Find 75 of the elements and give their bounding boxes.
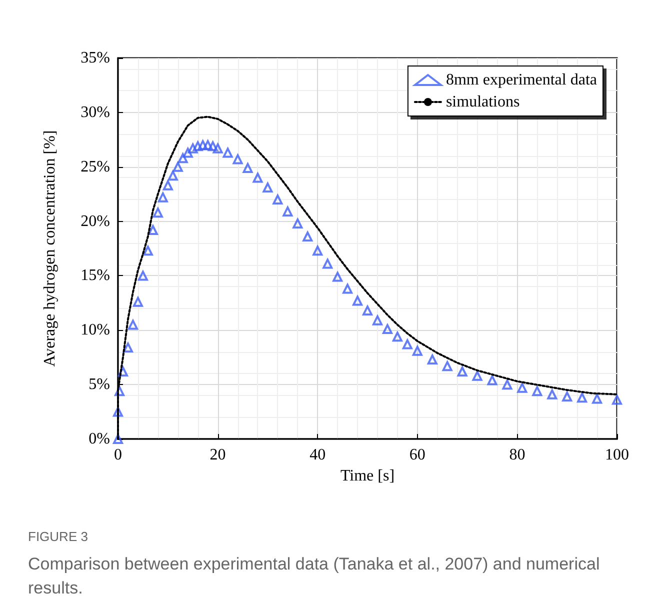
caption: FIGURE 3 <box>28 529 88 544</box>
point <box>532 386 542 396</box>
point <box>162 180 173 190</box>
point <box>547 389 558 400</box>
x-tick-label: 40 <box>310 446 326 464</box>
point <box>172 162 183 172</box>
point <box>382 324 392 334</box>
point <box>222 148 233 158</box>
point <box>302 232 313 242</box>
point <box>392 332 402 342</box>
point <box>128 320 138 330</box>
x-tick-label: 80 <box>509 446 526 464</box>
legend-label: simulations <box>446 94 520 110</box>
point <box>252 172 263 183</box>
point <box>472 370 482 381</box>
point <box>122 342 133 353</box>
point <box>182 148 193 158</box>
point <box>372 315 382 326</box>
y-tick-label: 0% <box>88 430 110 448</box>
y-tick-label: 25% <box>80 158 110 176</box>
point <box>142 246 153 256</box>
point <box>202 140 213 150</box>
point <box>577 392 588 403</box>
point <box>352 296 363 306</box>
point <box>487 375 498 386</box>
point <box>272 194 283 205</box>
y-tick-label: 35% <box>80 50 110 66</box>
y-tick-label: 20% <box>80 212 110 230</box>
point <box>114 386 124 396</box>
point <box>457 366 468 377</box>
point <box>232 154 243 164</box>
point <box>168 170 178 181</box>
point <box>517 382 528 393</box>
y-tick-label: 15% <box>80 267 110 284</box>
point <box>158 192 168 202</box>
x-tick-label: 100 <box>605 446 629 464</box>
point <box>208 141 218 152</box>
x-tick-label: 20 <box>210 446 226 464</box>
point <box>262 182 273 193</box>
point <box>502 380 512 390</box>
point <box>212 143 223 154</box>
point <box>138 270 148 281</box>
y-tick-label: 30% <box>80 104 110 121</box>
text: Comparison between experimental data (Tanaka et al., 2007) and numerical results. <box>28 554 604 598</box>
point <box>192 141 203 152</box>
point <box>198 140 208 150</box>
y-tick-label: 5% <box>88 376 110 394</box>
point <box>312 246 323 256</box>
point <box>118 366 128 377</box>
point <box>322 258 333 269</box>
point <box>562 392 572 402</box>
point <box>292 218 303 228</box>
point <box>242 162 253 173</box>
y-axis-title: Average hydrogen concentration [%] <box>42 130 58 367</box>
x-tick-label: 0 <box>114 446 122 464</box>
point <box>427 354 438 365</box>
point <box>362 306 372 316</box>
x-axis-title: Time [s] <box>340 467 395 484</box>
point <box>342 284 353 294</box>
point <box>113 406 123 417</box>
point <box>442 361 452 372</box>
y-tick-label: 10% <box>80 322 110 339</box>
x-tick-label: 60 <box>409 446 426 464</box>
point <box>612 394 622 405</box>
point <box>332 272 343 282</box>
point <box>148 224 158 235</box>
point <box>152 208 163 218</box>
point <box>402 339 412 350</box>
legend-label: 8mm experimental data <box>446 72 598 88</box>
point <box>592 394 602 404</box>
point <box>132 296 143 307</box>
point <box>188 143 198 154</box>
point <box>178 153 188 164</box>
point <box>282 206 293 216</box>
point <box>412 346 422 356</box>
